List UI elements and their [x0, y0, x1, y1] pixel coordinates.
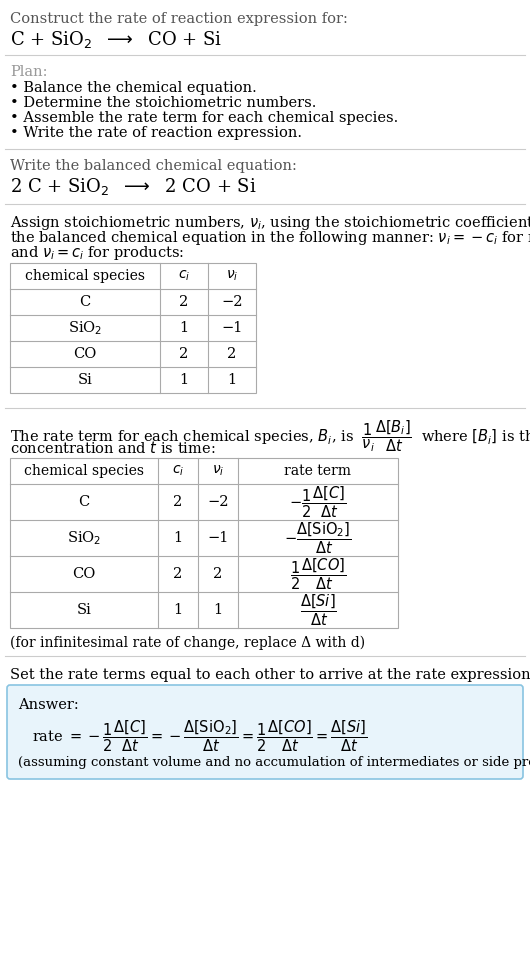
Text: $\dfrac{\Delta[Si]}{\Delta t}$: $\dfrac{\Delta[Si]}{\Delta t}$ [299, 592, 337, 628]
Text: concentration and $t$ is time:: concentration and $t$ is time: [10, 440, 216, 456]
Text: 1: 1 [214, 603, 223, 617]
Bar [10, 263, 256, 393]
Text: −1: −1 [222, 321, 243, 335]
Text: 2 C + SiO$_2$  $\longrightarrow$  2 CO + Si: 2 C + SiO$_2$ $\longrightarrow$ 2 CO + S… [10, 176, 257, 197]
Text: 2: 2 [214, 567, 223, 581]
Text: $-\dfrac{1}{2}\dfrac{\Delta[C]}{\Delta t}$: $-\dfrac{1}{2}\dfrac{\Delta[C]}{\Delta t… [289, 484, 347, 520]
Text: • Determine the stoichiometric numbers.: • Determine the stoichiometric numbers. [10, 96, 316, 110]
Text: Si: Si [76, 603, 92, 617]
Text: and $\nu_i = c_i$ for products:: and $\nu_i = c_i$ for products: [10, 244, 184, 262]
Text: (assuming constant volume and no accumulation of intermediates or side products): (assuming constant volume and no accumul… [18, 756, 530, 769]
Text: • Assemble the rate term for each chemical species.: • Assemble the rate term for each chemic… [10, 111, 398, 125]
Text: Answer:: Answer: [18, 698, 79, 712]
Text: 1: 1 [180, 373, 189, 387]
Text: $\nu_i$: $\nu_i$ [212, 464, 224, 478]
Text: Construct the rate of reaction expression for:: Construct the rate of reaction expressio… [10, 12, 348, 26]
Text: • Write the rate of reaction expression.: • Write the rate of reaction expression. [10, 126, 302, 140]
Text: 2: 2 [173, 495, 183, 509]
Text: −1: −1 [207, 531, 228, 545]
Text: 1: 1 [173, 603, 182, 617]
Text: $\nu_i$: $\nu_i$ [226, 269, 238, 283]
Text: CO: CO [73, 347, 96, 361]
FancyBboxPatch shape [7, 685, 523, 779]
Text: −2: −2 [207, 495, 229, 509]
Text: 2: 2 [173, 567, 183, 581]
Text: SiO$_2$: SiO$_2$ [67, 529, 101, 547]
Text: C: C [78, 495, 90, 509]
Text: $\dfrac{1}{2}\dfrac{\Delta[CO]}{\Delta t}$: $\dfrac{1}{2}\dfrac{\Delta[CO]}{\Delta t… [290, 556, 346, 592]
Text: SiO$_2$: SiO$_2$ [68, 319, 102, 337]
Text: C + SiO$_2$  $\longrightarrow$  CO + Si: C + SiO$_2$ $\longrightarrow$ CO + Si [10, 29, 222, 50]
Text: The rate term for each chemical species, $B_i$, is  $\dfrac{1}{\nu_i}\dfrac{\Del: The rate term for each chemical species,… [10, 418, 530, 454]
Text: chemical species: chemical species [24, 464, 144, 478]
Text: rate $= -\dfrac{1}{2}\dfrac{\Delta[C]}{\Delta t} = -\dfrac{\Delta[\mathrm{SiO_2}: rate $= -\dfrac{1}{2}\dfrac{\Delta[C]}{\… [32, 718, 367, 753]
Text: Si: Si [77, 373, 92, 387]
Text: Assign stoichiometric numbers, $\nu_i$, using the stoichiometric coefficients, $: Assign stoichiometric numbers, $\nu_i$, … [10, 214, 530, 232]
Text: (for infinitesimal rate of change, replace Δ with d): (for infinitesimal rate of change, repla… [10, 636, 365, 650]
Text: C: C [80, 295, 91, 309]
Text: 1: 1 [173, 531, 182, 545]
Text: $c_i$: $c_i$ [178, 269, 190, 283]
Text: 2: 2 [227, 347, 236, 361]
Text: • Balance the chemical equation.: • Balance the chemical equation. [10, 81, 257, 95]
Text: the balanced chemical equation in the following manner: $\nu_i = -c_i$ for react: the balanced chemical equation in the fo… [10, 229, 530, 247]
Text: Set the rate terms equal to each other to arrive at the rate expression:: Set the rate terms equal to each other t… [10, 668, 530, 682]
Text: CO: CO [72, 567, 96, 581]
Bar [10, 458, 398, 628]
Text: rate term: rate term [285, 464, 351, 478]
Text: chemical species: chemical species [25, 269, 145, 283]
Text: Plan:: Plan: [10, 65, 48, 79]
Text: $-\dfrac{\Delta[\mathrm{SiO_2}]}{\Delta t}$: $-\dfrac{\Delta[\mathrm{SiO_2}]}{\Delta … [284, 520, 352, 556]
Text: Write the balanced chemical equation:: Write the balanced chemical equation: [10, 159, 297, 173]
Text: $c_i$: $c_i$ [172, 464, 184, 478]
Text: 2: 2 [179, 347, 189, 361]
Text: 2: 2 [179, 295, 189, 309]
Text: −2: −2 [221, 295, 243, 309]
Text: 1: 1 [227, 373, 236, 387]
Text: 1: 1 [180, 321, 189, 335]
